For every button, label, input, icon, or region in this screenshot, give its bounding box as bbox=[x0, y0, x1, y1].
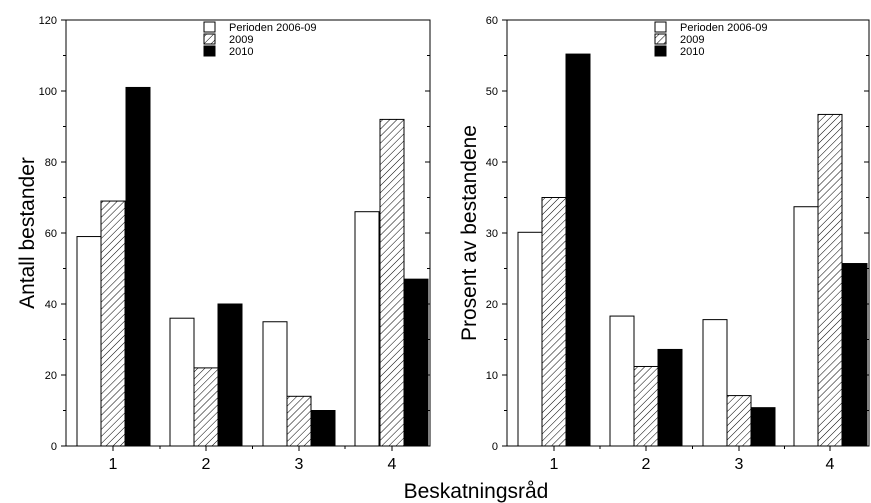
bar bbox=[379, 118, 405, 447]
x-tick-label: 4 bbox=[826, 456, 835, 473]
bar bbox=[403, 278, 429, 447]
chart-panel-2: 0 10 20 30 40 50 60 1 2 3 4 Prosent av bestandene Pe… bbox=[458, 15, 870, 473]
chart-panel-1: 0 20 40 60 80 100 120 1 2 3 4 Antall bestander Perio… bbox=[16, 15, 431, 473]
bar bbox=[354, 211, 380, 447]
legend-label: 2009 bbox=[229, 34, 253, 46]
y-tick-label: 30 bbox=[486, 228, 498, 240]
x-tick-label: 2 bbox=[202, 456, 211, 473]
bar bbox=[262, 321, 288, 447]
x-tick-label: 1 bbox=[109, 456, 118, 473]
bar bbox=[817, 113, 843, 447]
x-axis-label: Beskatningsråd bbox=[404, 480, 549, 503]
legend-label: Perioden 2006-09 bbox=[680, 22, 767, 34]
legend-swatch bbox=[654, 33, 667, 45]
legend-label: Perioden 2006-09 bbox=[229, 22, 316, 34]
bar bbox=[702, 319, 728, 447]
y-tick-label: 60 bbox=[486, 15, 498, 27]
y-tick-label: 120 bbox=[39, 15, 57, 27]
bar bbox=[125, 86, 151, 447]
x-tick-label: 3 bbox=[735, 456, 744, 473]
bar bbox=[657, 348, 683, 447]
bar bbox=[76, 236, 102, 447]
bar bbox=[565, 53, 591, 447]
legend-swatch bbox=[203, 33, 216, 45]
bar bbox=[217, 303, 243, 447]
y-tick-label: 0 bbox=[492, 441, 498, 453]
bar bbox=[193, 367, 219, 447]
y-tick-label: 0 bbox=[51, 441, 57, 453]
bar bbox=[842, 263, 868, 447]
bar bbox=[169, 317, 195, 447]
bar bbox=[750, 407, 776, 447]
y-tick-label: 50 bbox=[486, 86, 498, 98]
bar bbox=[609, 315, 635, 447]
bar bbox=[286, 395, 312, 447]
legend-label: 2009 bbox=[680, 34, 704, 46]
y-tick-label: 40 bbox=[45, 299, 57, 311]
legend-swatch bbox=[203, 21, 216, 33]
bar bbox=[793, 206, 819, 447]
y-tick-label: 20 bbox=[45, 370, 57, 382]
y-tick-label: 10 bbox=[486, 370, 498, 382]
bar bbox=[726, 395, 752, 447]
bar bbox=[100, 200, 126, 447]
y-tick-label: 80 bbox=[45, 157, 57, 169]
legend-label: 2010 bbox=[229, 46, 253, 58]
x-tick-label: 3 bbox=[295, 456, 304, 473]
y-tick-label: 40 bbox=[486, 157, 498, 169]
y-axis-label: Antall bestander bbox=[16, 157, 39, 309]
x-tick-label: 1 bbox=[550, 456, 559, 473]
y-tick-label: 20 bbox=[486, 299, 498, 311]
bar bbox=[310, 410, 336, 447]
x-tick-label: 4 bbox=[388, 456, 397, 473]
y-tick-label: 100 bbox=[39, 86, 57, 98]
y-tick-label: 60 bbox=[45, 228, 57, 240]
legend-swatch bbox=[654, 21, 667, 33]
bar bbox=[633, 365, 659, 447]
y-axis-label: Prosent av bestandene bbox=[458, 125, 481, 341]
bar bbox=[517, 231, 543, 447]
legend-label: 2010 bbox=[680, 46, 704, 58]
bar bbox=[541, 197, 567, 447]
legend-swatch bbox=[654, 45, 667, 57]
x-tick-label: 2 bbox=[642, 456, 651, 473]
legend-swatch bbox=[203, 45, 216, 57]
